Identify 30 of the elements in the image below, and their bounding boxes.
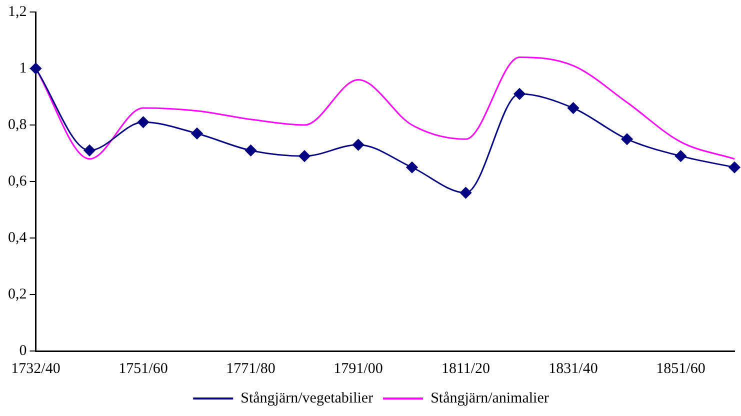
x-tick-label: 1771/80	[226, 360, 276, 377]
y-tick-label: 0,8	[8, 116, 27, 133]
point	[352, 139, 364, 151]
point	[406, 162, 418, 174]
y-tick-label: 0	[19, 342, 27, 359]
y-tick-label: 0,4	[8, 230, 28, 246]
point	[298, 150, 310, 162]
legend-label: Stångjärn/vegetabilier	[240, 390, 374, 406]
point	[84, 144, 96, 156]
point	[675, 150, 686, 162]
x-tick-label: 1851/60	[656, 360, 706, 377]
point	[191, 128, 203, 140]
x-tick-label: 1831/40	[548, 360, 598, 377]
point	[621, 133, 633, 145]
point	[460, 187, 472, 199]
point	[514, 88, 526, 100]
point	[728, 162, 740, 174]
legend-label: Stångjärn/animalier	[430, 390, 549, 406]
point	[138, 116, 149, 128]
x-tick-label: 1811/20	[441, 360, 490, 377]
x-tick-label: 1791/00	[334, 360, 383, 377]
point	[30, 62, 42, 74]
x-tick-label: 1751/60	[118, 360, 168, 377]
point	[245, 144, 256, 156]
y-tick-label: 0,2	[8, 286, 27, 302]
x-tick-label: 1732/40	[11, 360, 60, 377]
point	[568, 102, 579, 114]
y-tick-label: 1,2	[8, 4, 27, 20]
y-tick-label: 0,6	[8, 173, 28, 190]
y-tick-label: 1	[19, 60, 27, 76]
